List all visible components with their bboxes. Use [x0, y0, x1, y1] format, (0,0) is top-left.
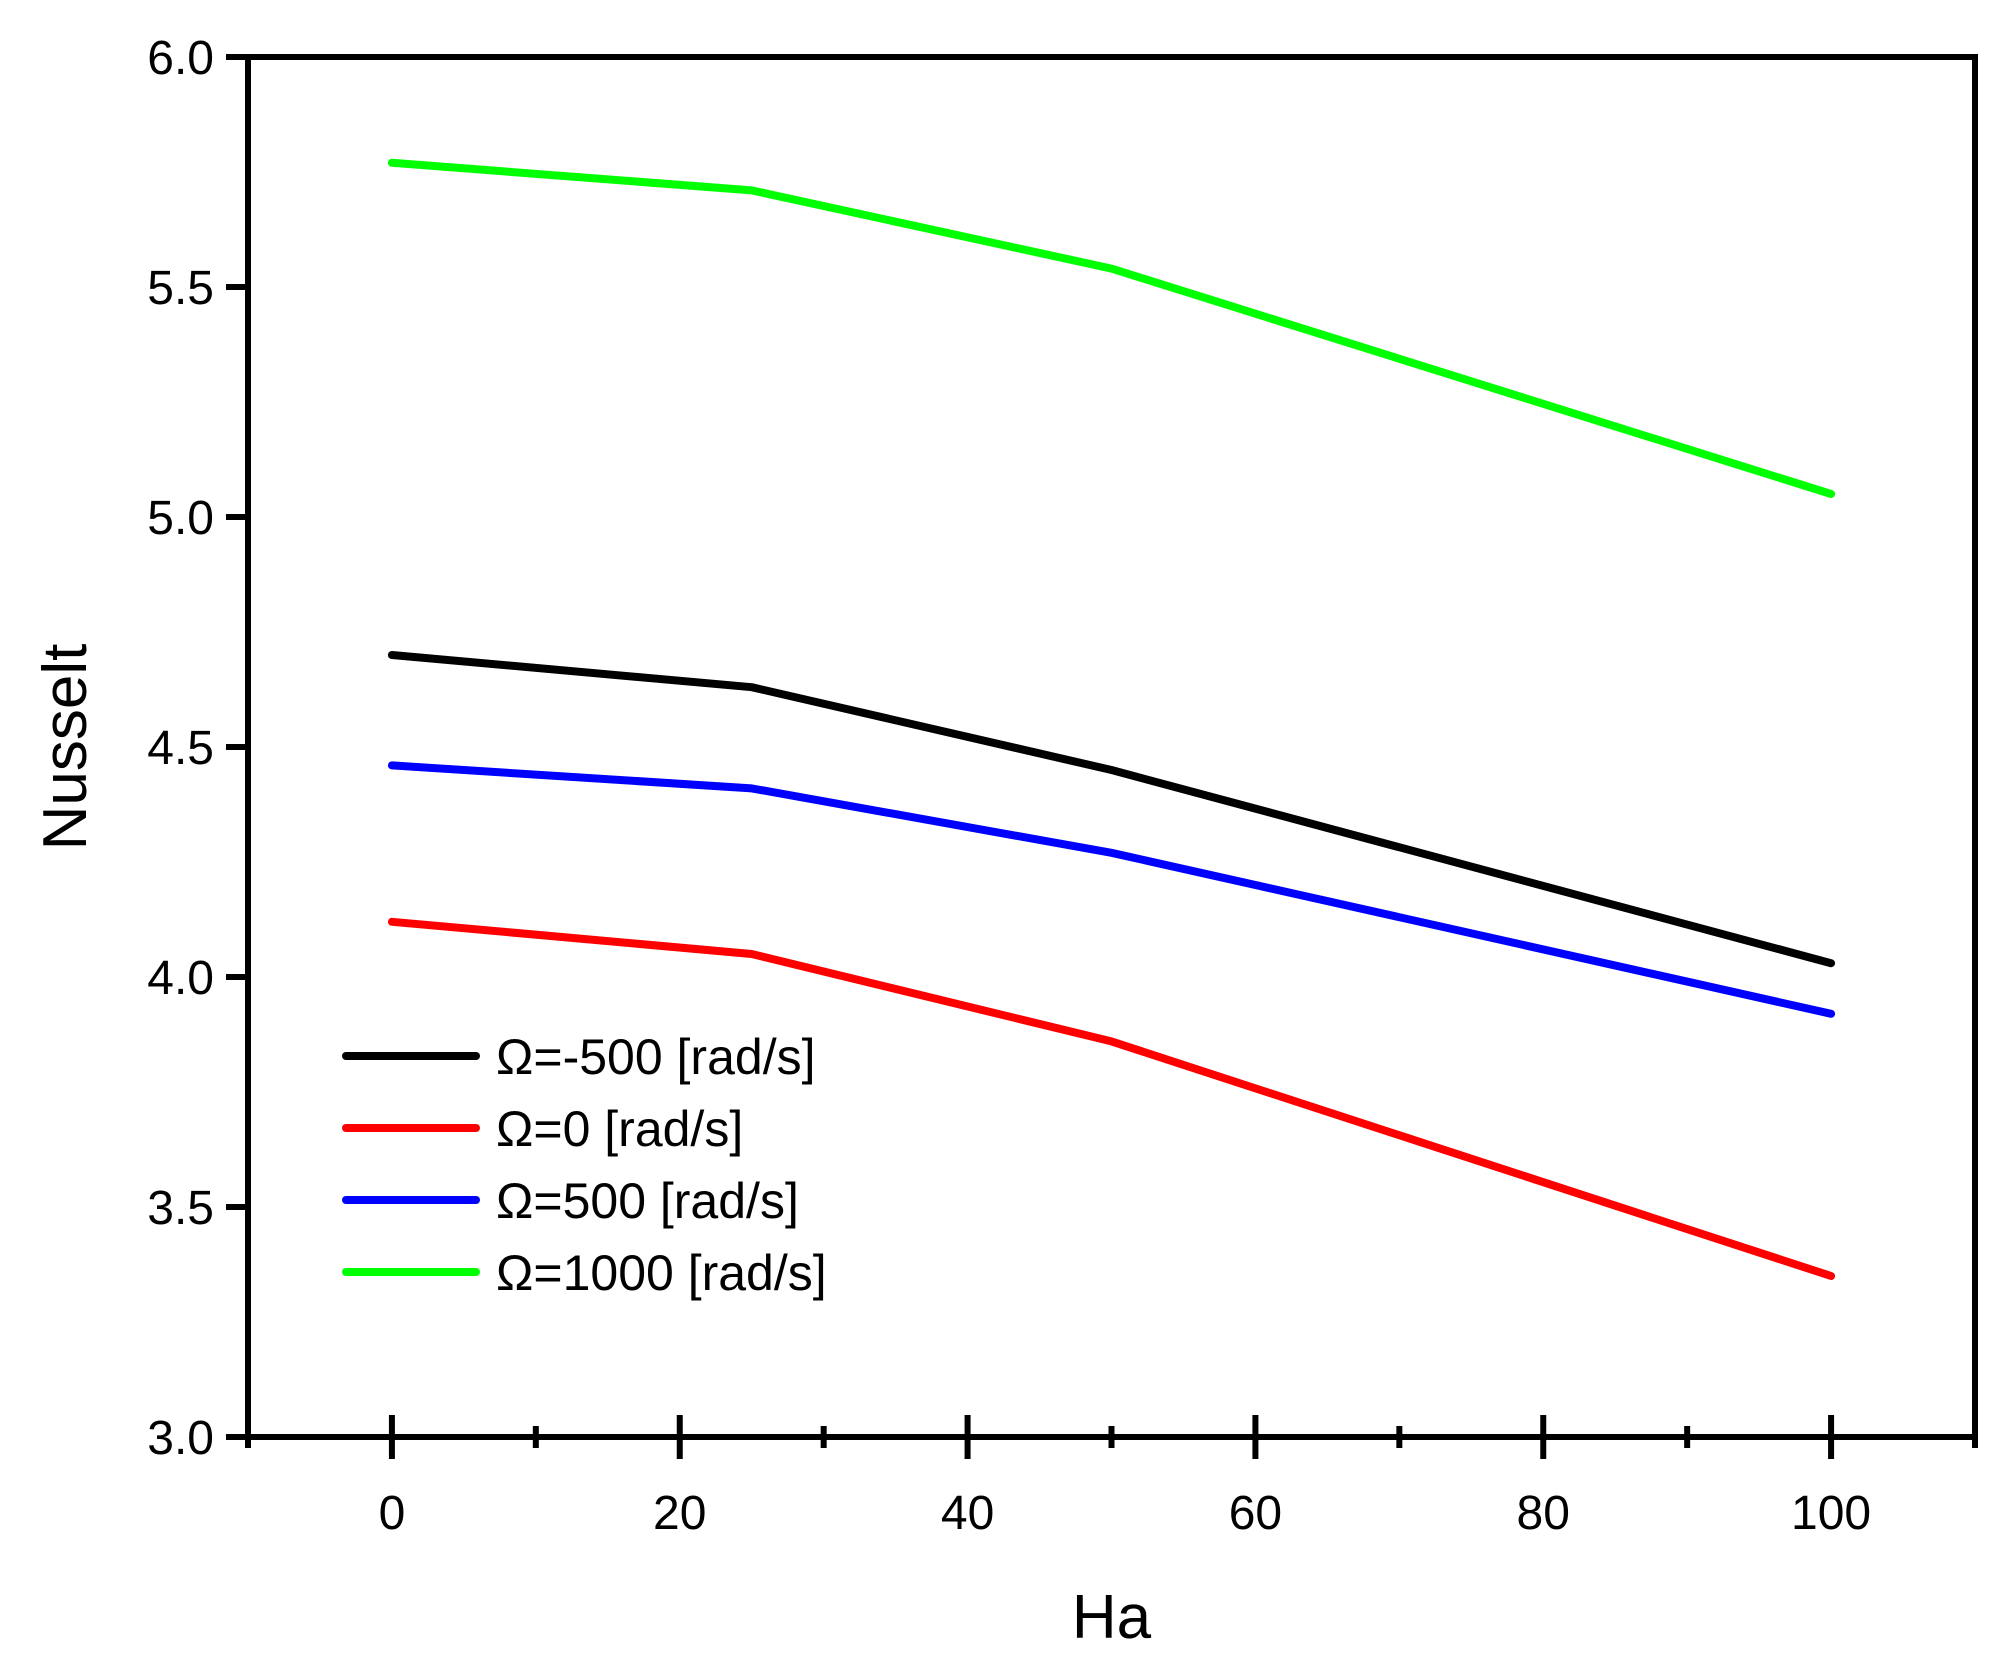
- x-tick-label: 60: [1229, 1487, 1282, 1540]
- x-tick-label: 100: [1791, 1487, 1871, 1540]
- legend-label-1: Ω=0 [rad/s]: [496, 1101, 743, 1157]
- series-line-1: [387, 917, 1836, 1280]
- series-line-2: [387, 761, 1836, 1018]
- legend-label-0: Ω=-500 [rad/s]: [496, 1029, 815, 1085]
- y-tick-label: 6.0: [147, 32, 214, 85]
- x-tick-label: 80: [1517, 1487, 1570, 1540]
- legend-label-2: Ω=500 [rad/s]: [496, 1173, 799, 1229]
- y-tick-label: 4.0: [147, 952, 214, 1005]
- y-tick-label: 4.5: [147, 722, 214, 775]
- y-axis-title: Nusselt: [31, 644, 100, 851]
- y-tick-label: 3.0: [147, 1412, 214, 1465]
- labels-layer: 0 20 40 60 80 100 3.0 3.5 4.0 4.5 5.0 5.5 6.0: [147, 32, 1871, 1540]
- legend-label-3: Ω=1000 [rad/s]: [496, 1245, 827, 1301]
- series-line-3: [387, 158, 1836, 498]
- series-layer: [387, 158, 1836, 1280]
- x-axis-title: Ha: [1072, 1583, 1152, 1652]
- x-tick-label: 40: [941, 1487, 994, 1540]
- x-tick-label: 20: [653, 1487, 706, 1540]
- y-tick-label: 5.5: [147, 262, 214, 315]
- series-line-0: [387, 651, 1836, 968]
- ticks-layer: [226, 54, 1978, 1459]
- legend: Ω=-500 [rad/s] Ω=0 [rad/s] Ω=500 [rad/s] Ω=…: [342, 1029, 827, 1301]
- y-tick-label: 3.5: [147, 1182, 214, 1235]
- y-tick-label: 5.0: [147, 492, 214, 545]
- x-tick-label: 0: [379, 1487, 406, 1540]
